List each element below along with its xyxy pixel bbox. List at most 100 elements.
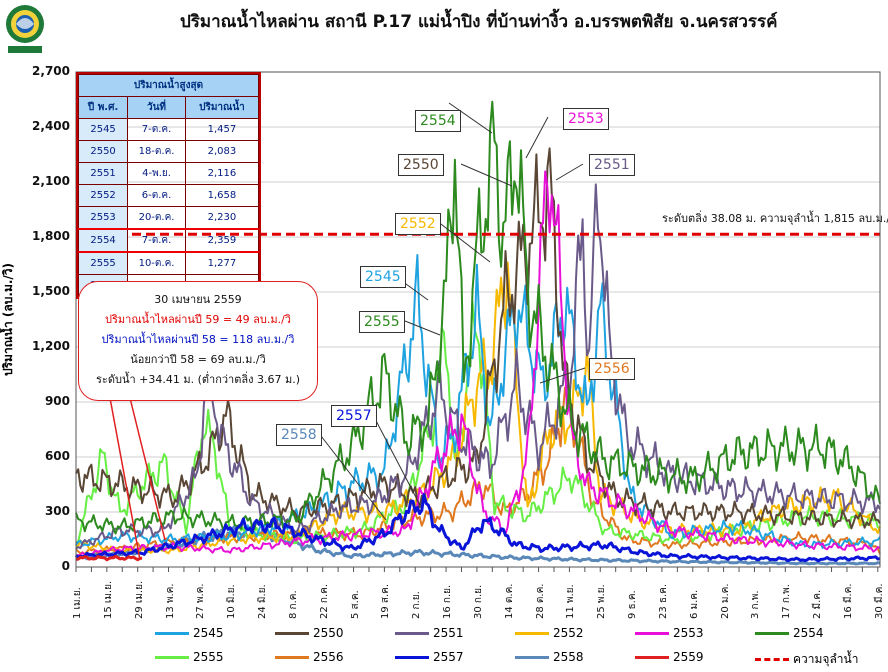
legend-item: ความจุลำน้ำ [755, 650, 858, 669]
callout-leaders [109, 102, 586, 561]
series-2545-line [75, 254, 881, 549]
x-tick-label: 2 มี.ค. [812, 589, 824, 619]
legend-swatch [755, 631, 789, 635]
legend-item: 2545 [155, 626, 224, 640]
table-cell: 1,658 [184, 184, 260, 207]
y-tick-label: 300 [44, 504, 70, 518]
table-row: 2552 6-ต.ค. 1,658 [77, 184, 260, 207]
legend-item: 2551 [395, 626, 464, 640]
legend-label: 2551 [433, 626, 464, 640]
x-tick-label: 5 ส.ค. [349, 590, 361, 619]
callout-2550: 2550 [398, 154, 444, 176]
legend-label: 2545 [193, 626, 224, 640]
y-tick-label: 600 [44, 449, 70, 463]
legend-swatch [155, 655, 189, 659]
table-cell: 2555 [77, 251, 129, 275]
legend-swatch [275, 655, 309, 659]
chart-title: ปริมาณน้ำไหลผ่าน สถานี P.17 แม่น้ำปิง ที… [180, 12, 778, 32]
callout-2545: 2545 [360, 266, 406, 288]
royal-irrigation-logo [4, 2, 46, 56]
x-tick-label: 30 ก.ย. [472, 584, 484, 619]
table-header: ปริมาณน้ำ [184, 96, 260, 119]
callout-leader-2555 [404, 320, 441, 336]
table-row: 2553 20-ต.ค. 2,230 [77, 206, 260, 230]
x-tick-label: 22 ก.ค. [318, 583, 330, 619]
table-cell: 2,230 [184, 206, 260, 230]
x-tick-label: 28 ต.ค. [534, 583, 546, 619]
y-tick-label: 2,400 [32, 119, 70, 133]
x-tick-label: 29 เม.ย. [133, 580, 145, 619]
series-2554-line [75, 100, 881, 535]
callout-2554: 2554 [415, 110, 461, 132]
x-tick-label: 25 พ.ย. [596, 584, 608, 619]
table-cell: 2545 [77, 118, 129, 141]
x-tick-label: 2 ก.ย. [411, 591, 423, 619]
x-tick-label: 24 มิ.ย. [257, 584, 269, 619]
table-cell: 7-ต.ค. [127, 228, 186, 253]
table-row: 2554 7-ต.ค. 2,359 [77, 228, 260, 253]
x-tick-label: 13 พ.ค. [164, 583, 176, 619]
series-2559-line [75, 554, 143, 562]
table-row: 2555 10-ต.ค. 1,277 [77, 251, 260, 275]
x-tick-label: 23 ธ.ค. [657, 583, 669, 619]
table-row: 2551 4-พ.ย. 2,116 [77, 162, 260, 185]
y-tick-label: 0 [61, 559, 70, 573]
legend-item: 2556 [275, 650, 344, 664]
table-header: ปี พ.ศ. [77, 96, 129, 119]
table-cell: 2554 [77, 228, 129, 253]
y-tick-label: 2,700 [32, 64, 70, 78]
legend-label: 2552 [553, 626, 584, 640]
legend-swatch [155, 631, 189, 635]
table-cell: 20-ต.ค. [127, 206, 186, 230]
callout-2551: 2551 [589, 154, 635, 176]
y-tick-label: 1,200 [32, 339, 70, 353]
legend-item: 2557 [395, 650, 464, 664]
table-cell: 2,083 [184, 140, 260, 163]
callout-2557: 2557 [331, 405, 377, 427]
callout-2553: 2553 [563, 108, 609, 130]
status-note: 30 เมษายน 2559 ปริมาณน้ำไหลผ่านปี 59 = 4… [78, 281, 318, 401]
callout-leader-2556 [539, 367, 586, 384]
legend-item: 2550 [275, 626, 344, 640]
table-cell: 6-ต.ค. [127, 184, 186, 207]
reference-line-label: ระดับตลิ่ง 38.08 ม. ความจุลำน้ำ 1,815 ลบ… [662, 212, 888, 225]
y-axis-label: ปริมาณน้ำ (ลบ.ม./วิ) [1, 262, 16, 377]
table-cell: 2552 [77, 184, 129, 207]
legend-swatch [395, 631, 429, 635]
legend-item: 2554 [755, 626, 824, 640]
x-tick-label: 14 ต.ค. [503, 583, 515, 619]
table-row: 2550 18-ต.ค. 2,083 [77, 140, 260, 163]
legend-label: 2555 [193, 650, 224, 664]
legend-item: 2558 [515, 650, 584, 664]
legend-item: 2559 [635, 650, 704, 664]
x-tick-label: 30 มี.ค. [873, 583, 885, 619]
x-tick-label: 11 พ.ย. [565, 584, 577, 619]
series-2555-line [75, 301, 881, 545]
callout-leader-2551 [555, 163, 584, 181]
legend-swatch [275, 631, 309, 635]
x-tick-label: 9 ธ.ค. [627, 590, 639, 619]
legend-label: 2554 [793, 626, 824, 640]
legend-swatch [635, 655, 669, 659]
legend-item: 2552 [515, 626, 584, 640]
table-cell: 2,116 [184, 162, 260, 185]
table-cell: 2553 [77, 206, 129, 230]
max-flow-table: ปริมาณน้ำสูงสุด ปี พ.ศ. วันที่ ปริมาณน้ำ 2… [76, 72, 261, 299]
series-2553-line [75, 170, 881, 558]
y-tick-label: 1,500 [32, 284, 70, 298]
legend-label: 2550 [313, 626, 344, 640]
note-leader-2558 [129, 397, 166, 541]
callout-2556: 2556 [589, 358, 635, 380]
table-cell: 4-พ.ย. [127, 162, 186, 185]
y-tick-label: 2,100 [32, 174, 70, 188]
y-tick-label: 900 [44, 394, 70, 408]
table-row: 2545 7-ต.ค. 1,457 [77, 118, 260, 141]
legend-label: 2557 [433, 650, 464, 664]
x-tick-label: 19 ส.ค. [380, 583, 392, 619]
x-tick-label: 8 ก.ค. [287, 590, 299, 619]
x-tick-label: 20 ม.ค. [719, 583, 731, 619]
callout-2558: 2558 [276, 424, 322, 446]
note-flow-2558: ปริมาณน้ำไหลผ่านปี 58 = 118 ลบ.ม./วิ [101, 333, 295, 346]
callout-leader-2557 [371, 412, 421, 506]
plot-frame [75, 71, 881, 568]
